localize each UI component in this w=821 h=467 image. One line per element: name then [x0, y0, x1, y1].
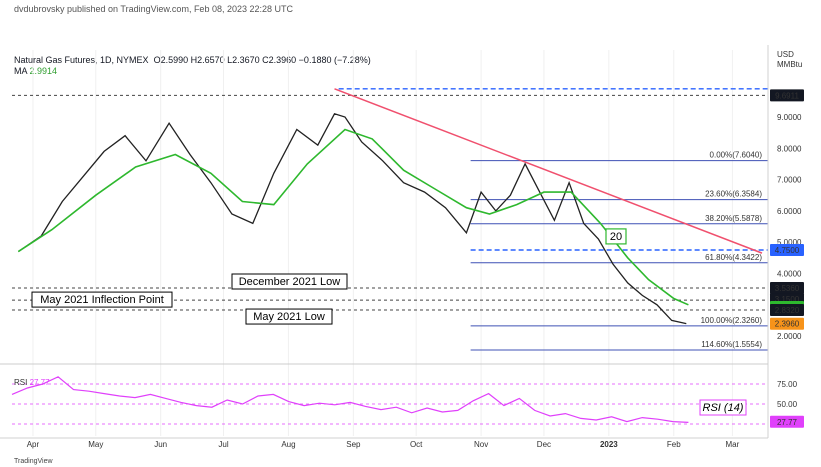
price-tick-label: 8.0000 [777, 144, 802, 153]
ma-period-text: 20 [610, 231, 622, 243]
level-labels: December 2021 Low May 2021 Inflection Poi… [31, 228, 627, 325]
price-tick-label: 6.0000 [777, 207, 802, 216]
symbol-legend: Natural Gas Futures, 1D, NYMEX O2.5990 H… [14, 55, 371, 65]
level-label-text: May 2021 Low [253, 311, 325, 323]
time-tick-label: Apr [27, 440, 40, 449]
rsi-badge-bg [770, 415, 804, 428]
price-tick-label: 2.0000 [777, 332, 802, 341]
rsi-period-box: RSI (14) [699, 399, 747, 416]
time-tick-label: Mar [726, 440, 740, 449]
ma-period-box: 20 [605, 228, 627, 245]
fib-label: 100.00%(2.3260) [701, 316, 763, 325]
rsi-badge-text: 27.77 [777, 418, 798, 427]
price-badge-bg [770, 304, 804, 317]
rsi-period-frame [699, 399, 747, 416]
rsi-pane: 75.00 50.00 RSI 27.77 RSI (14) 27.77 [0, 363, 804, 428]
price-tick-label: 4.0000 [777, 269, 802, 278]
publisher-header: dvdubrovsky published on TradingView.com… [14, 4, 293, 14]
price-tick-label: 7.0000 [777, 176, 802, 185]
unit-label: MMBtu [777, 60, 802, 69]
price-badge: 2.3960 [770, 317, 804, 330]
time-axis[interactable]: Apr May Jun Jul Aug Sep Oct Nov Dec 2023 Feb Mar [0, 437, 768, 449]
level-label-box: May 2021 Low [245, 308, 333, 325]
level-label-frame [31, 291, 173, 308]
fib-label: 23.60%(6.3584) [705, 190, 762, 199]
time-tick-label: Feb [667, 440, 681, 449]
ma-legend: MA 2.9914 [14, 66, 57, 76]
level-label-frame [231, 273, 348, 290]
price-badge-text: 3.1500 [775, 295, 800, 304]
rsi-badge: 27.77 [770, 415, 804, 428]
price-badge-text: 2.3960 [775, 320, 800, 329]
level-label-text: December 2021 Low [239, 276, 341, 288]
ohlc-values: O2.5990 H2.6570 L2.3670 C2.3960 −0.1880 … [153, 55, 371, 65]
price-badge: 3.5360 [770, 282, 804, 295]
price-badges: 9.69114.75003.53603.15002.99142.83202.39… [770, 89, 804, 330]
rsi-legend: RSI 27.77 [14, 378, 50, 387]
time-tick-label: Oct [410, 440, 423, 449]
series-line [17, 113, 687, 325]
fib-label: 114.60%(1.5554) [701, 340, 762, 349]
time-tick-label: Sep [346, 440, 361, 449]
time-tick-label: Jul [218, 440, 228, 449]
rsi-tick-label: 75.00 [777, 380, 798, 389]
price-tick-label: 9.0000 [777, 113, 802, 122]
rsi-tick-label: 50.00 [777, 400, 798, 409]
symbol-name: Natural Gas Futures, 1D, NYMEX [14, 55, 149, 65]
price-badge: 2.8320 [770, 304, 804, 317]
time-tick-label: Aug [281, 440, 295, 449]
price-badge-bg [770, 282, 804, 295]
currency-label: USD [777, 50, 794, 59]
price-badge-text: 4.7500 [775, 246, 800, 255]
rsi-legend-value: 27.77 [30, 378, 51, 387]
ma-value: 2.9914 [29, 66, 58, 76]
fib-label: 61.80%(4.3422) [705, 253, 762, 262]
price-badge: 4.7500 [770, 244, 804, 256]
price-badge-text: 2.8320 [775, 306, 800, 315]
level-label-text: May 2021 Inflection Point [40, 294, 164, 306]
price-badge: 9.6911 [770, 89, 804, 102]
ma-period-frame [605, 228, 627, 245]
price-badge-text: 9.6911 [775, 91, 799, 100]
time-tick-label: May [88, 440, 103, 449]
fib-label: 0.00%(7.6040) [710, 151, 763, 160]
time-tick-label: Jun [154, 440, 167, 449]
rsi-line [11, 376, 689, 423]
price-badge-bg [770, 89, 804, 102]
level-label-box: May 2021 Inflection Point [31, 291, 173, 308]
ma-label: MA [14, 66, 28, 76]
time-tick-label: 2023 [600, 440, 618, 449]
price-badge-bg [770, 244, 804, 256]
level-label-box: December 2021 Low [231, 273, 348, 290]
time-tick-label: Nov [474, 440, 488, 449]
level-label-frame [245, 308, 333, 325]
price-tick-label: 5.0000 [777, 238, 802, 247]
price-badge-bg [770, 317, 804, 330]
trendline [334, 88, 763, 254]
rsi-period-text: RSI (14) [703, 402, 744, 414]
price-badge-text: 3.5360 [775, 284, 800, 293]
time-tick-label: Dec [537, 440, 551, 449]
fib-label: 38.20%(5.5878) [705, 214, 762, 223]
tradingview-logo: TradingView [14, 458, 53, 465]
